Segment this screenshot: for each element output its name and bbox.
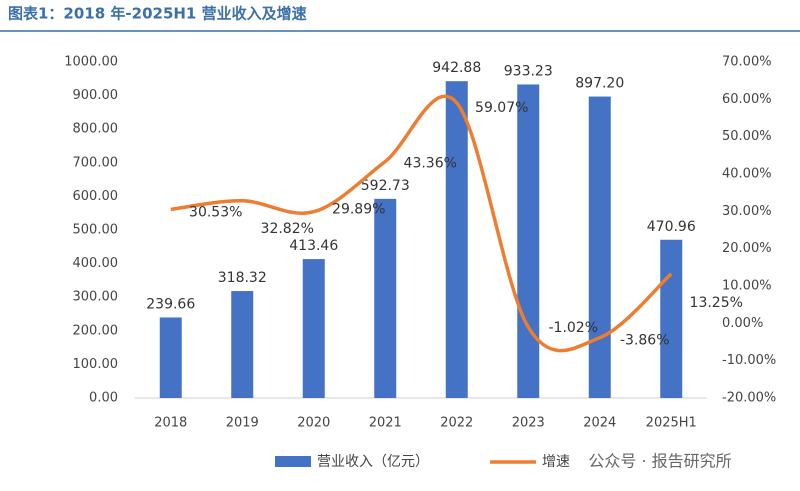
chart-title: 图表1：2018 年-2025H1 营业收入及增速 xyxy=(8,5,307,23)
y-tick-label: 0.00 xyxy=(89,391,118,406)
bar xyxy=(588,96,611,398)
x-tick-label: 2023 xyxy=(512,416,545,431)
y-tick-label: 200.00 xyxy=(73,323,119,338)
y2-tick-label: 60.00% xyxy=(722,92,772,107)
x-tick-label: 2024 xyxy=(583,416,616,431)
x-tick-label: 2022 xyxy=(440,416,473,431)
x-tick-label: 2018 xyxy=(154,416,187,431)
bar xyxy=(517,84,540,398)
legend-label: 增速 xyxy=(542,454,570,470)
growth-line xyxy=(170,94,673,353)
y-tick-label: 900.00 xyxy=(73,88,119,103)
line-value-label: 43.36% xyxy=(404,155,457,171)
bar xyxy=(445,81,468,398)
x-tick-label: 2020 xyxy=(297,416,330,431)
bar-value-label: 942.88 xyxy=(432,60,481,76)
bar xyxy=(302,259,325,398)
y-tick-label: 500.00 xyxy=(73,223,119,238)
bar-value-label: 318.32 xyxy=(218,270,267,286)
bar-value-label: 413.46 xyxy=(289,238,338,254)
x-tick-label: 2019 xyxy=(226,416,259,431)
line-value-label: -1.02% xyxy=(548,320,598,336)
x-tick-label: 2021 xyxy=(369,416,402,431)
bar-value-label: 239.66 xyxy=(146,296,195,312)
line-value-label: 13.25% xyxy=(690,295,743,311)
line-value-label: 32.82% xyxy=(261,221,314,237)
y2-tick-label: 20.00% xyxy=(722,241,772,256)
y2-tick-label: 0.00% xyxy=(722,316,763,331)
y2-tick-label: 10.00% xyxy=(722,279,772,294)
bar xyxy=(231,291,254,398)
y-tick-label: 100.00 xyxy=(73,357,119,372)
bar-value-label: 897.20 xyxy=(575,76,624,92)
y2-tick-label: 70.00% xyxy=(722,55,772,70)
line-value-label: -3.86% xyxy=(620,333,670,349)
legend-label: 营业收入（亿元） xyxy=(317,454,429,470)
bar xyxy=(660,239,683,398)
y2-tick-label: 40.00% xyxy=(722,167,772,182)
line-value-label: 29.89% xyxy=(332,202,385,218)
watermark: 公众号 · 报告研究所 xyxy=(588,452,731,471)
y2-tick-label: -20.00% xyxy=(722,391,776,406)
line-value-label: 30.53% xyxy=(189,204,242,220)
line-value-label: 59.07% xyxy=(475,100,528,116)
y-tick-label: 300.00 xyxy=(73,290,119,305)
y2-tick-label: 30.00% xyxy=(722,204,772,219)
y2-tick-label: 50.00% xyxy=(722,129,772,144)
legend-swatch xyxy=(275,456,311,467)
y2-tick-label: -10.00% xyxy=(722,353,776,368)
bar xyxy=(374,198,397,398)
y-tick-label: 600.00 xyxy=(73,189,119,204)
y-tick-label: 800.00 xyxy=(73,122,119,137)
bar-value-label: 933.23 xyxy=(504,63,553,79)
bar xyxy=(159,317,182,398)
y-tick-label: 700.00 xyxy=(73,155,119,170)
y-tick-label: 1000.00 xyxy=(64,55,118,70)
x-tick-label: 2025H1 xyxy=(646,416,697,431)
bar-value-label: 592.73 xyxy=(361,178,410,194)
bar-value-label: 470.96 xyxy=(647,219,696,235)
y-tick-label: 400.00 xyxy=(73,256,119,271)
